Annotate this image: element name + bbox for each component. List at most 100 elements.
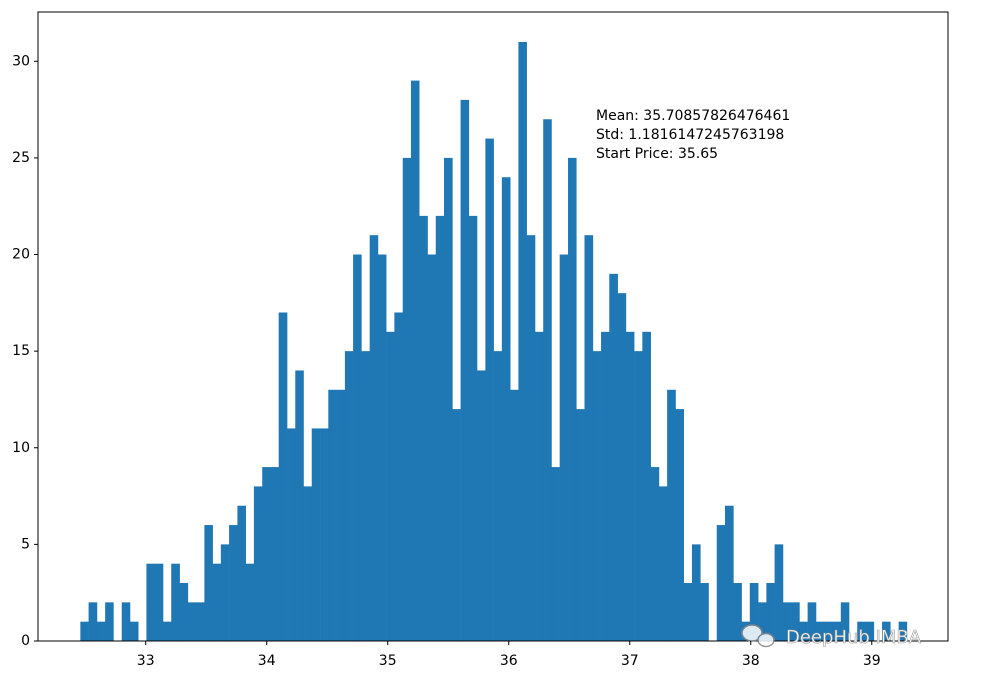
bar <box>105 602 114 641</box>
bar <box>543 119 552 642</box>
y-tick-label: 5 <box>21 536 30 552</box>
bar <box>758 602 767 641</box>
bar <box>121 602 131 641</box>
bar <box>320 428 329 641</box>
watermark: DeepHub IMBA <box>786 627 922 648</box>
bar <box>559 254 569 641</box>
bar <box>220 544 230 641</box>
bar <box>245 563 255 641</box>
bar <box>865 621 875 641</box>
bar <box>815 621 825 641</box>
bar <box>749 583 759 641</box>
bar <box>782 602 792 641</box>
bar <box>353 254 362 641</box>
bar <box>419 215 428 641</box>
bar <box>642 331 651 641</box>
bar <box>882 621 891 641</box>
bar <box>129 621 139 641</box>
bar <box>229 525 238 641</box>
bar <box>344 351 354 641</box>
bar <box>196 602 205 641</box>
bar <box>493 351 503 641</box>
bar <box>278 312 288 641</box>
x-tick-label: 36 <box>500 653 518 669</box>
bar <box>700 583 709 641</box>
bar <box>394 312 404 641</box>
bar <box>658 486 668 641</box>
bar <box>477 370 486 641</box>
bar <box>724 505 734 641</box>
bar <box>592 351 602 641</box>
bar <box>287 428 296 641</box>
bar <box>443 157 453 641</box>
bars <box>80 41 908 642</box>
bar <box>328 389 337 641</box>
bar <box>295 370 304 641</box>
bar <box>857 621 866 641</box>
bar <box>716 525 726 641</box>
bar <box>427 254 437 641</box>
bar <box>634 351 643 641</box>
bar <box>468 215 478 641</box>
bar <box>691 544 701 641</box>
bar <box>584 235 594 641</box>
bar <box>568 157 577 641</box>
bar <box>609 273 618 641</box>
x-tick-label: 38 <box>742 653 760 669</box>
bar <box>253 486 263 641</box>
bar <box>832 621 842 641</box>
annotation: Std: 1.1816147245763198 <box>596 127 784 143</box>
bar <box>807 602 817 641</box>
bar <box>311 428 321 641</box>
bar <box>452 409 461 641</box>
bar <box>402 157 412 641</box>
annotation: Start Price: 35.65 <box>596 146 718 162</box>
bar <box>179 583 189 641</box>
x-tick-label: 35 <box>379 653 397 669</box>
bar <box>617 293 627 641</box>
y-tick-label: 0 <box>21 633 30 649</box>
bar <box>410 80 420 642</box>
bar <box>171 563 180 641</box>
bar <box>501 177 511 641</box>
y-tick-label: 20 <box>12 247 30 263</box>
x-tick-label: 34 <box>258 653 276 669</box>
bar <box>534 331 544 641</box>
watermark-icon <box>741 624 775 648</box>
bar <box>733 583 742 641</box>
bar <box>435 215 445 641</box>
bar <box>270 467 279 641</box>
bar <box>96 621 106 641</box>
bar <box>163 621 172 641</box>
bar <box>361 351 370 641</box>
y-tick-label: 25 <box>12 150 30 166</box>
bar <box>799 621 808 641</box>
bar <box>625 331 635 641</box>
bar <box>146 563 156 641</box>
bar <box>237 505 246 641</box>
bar <box>898 621 908 641</box>
axes-frame <box>37 11 949 642</box>
bar <box>262 467 271 641</box>
bar <box>377 254 387 641</box>
bar <box>774 544 784 641</box>
bar <box>791 602 800 641</box>
bar <box>526 235 536 641</box>
bar <box>510 389 519 641</box>
bar <box>460 99 470 641</box>
bar <box>154 563 164 641</box>
y-tick-label: 15 <box>12 343 30 359</box>
bar <box>824 621 833 641</box>
bar <box>369 235 379 641</box>
bar <box>386 331 395 641</box>
y-tick-label: 30 <box>12 53 30 69</box>
y-tick-label: 10 <box>12 440 30 456</box>
x-tick-label: 37 <box>621 653 639 669</box>
bar <box>336 389 346 641</box>
bar <box>551 467 560 641</box>
bar <box>675 409 685 641</box>
bar <box>576 409 585 641</box>
bar <box>683 583 693 641</box>
annotation: Mean: 35.70857826476461 <box>596 108 790 124</box>
